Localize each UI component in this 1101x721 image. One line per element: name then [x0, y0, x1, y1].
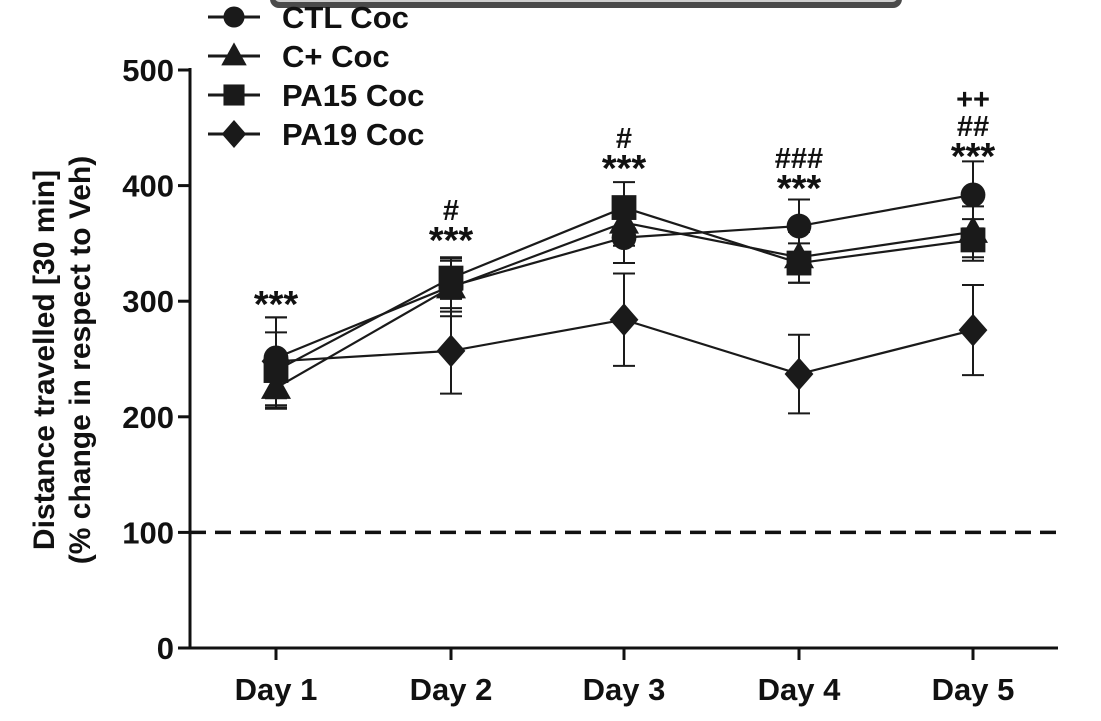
data-point	[609, 303, 639, 337]
annotation-text: #	[443, 195, 459, 227]
x-tick-label: Day 3	[583, 672, 666, 707]
annotation-text: ***	[777, 168, 822, 210]
data-point	[960, 227, 986, 253]
labels-layer: ***#***#*** ###***++##***	[254, 84, 996, 326]
y-tick-label: 200	[122, 400, 174, 435]
y-axis-title-line1: Distance travelled [30 min]	[28, 170, 61, 550]
legend-item-pa19-coc: PA19 Coc	[208, 117, 424, 152]
y-tick-label: 500	[122, 53, 174, 88]
data-point	[784, 357, 814, 391]
series-pa19-coc	[261, 272, 988, 415]
x-tick-label: Day 1	[235, 672, 318, 707]
window-edge-bar-inner	[274, 0, 898, 2]
axes-layer: 0 100 200 300 400 500 Day 1 Day 2 Day 3 Day 4 Day …	[28, 53, 1058, 707]
legend-marker	[223, 6, 245, 28]
legend-label: PA15 Coc	[282, 78, 424, 113]
annotation-text: ***	[951, 136, 996, 178]
legend-marker	[221, 120, 247, 148]
y-tick-label: 400	[122, 169, 174, 204]
legend-label: CTL Coc	[282, 0, 409, 35]
legend-item-pa15-coc: PA15 Coc	[208, 78, 424, 113]
y-axis-title: Distance travelled [30 min] (% change in …	[28, 156, 97, 564]
data-point	[960, 182, 986, 208]
data-point	[786, 250, 812, 276]
window-edge-bar	[270, 0, 902, 8]
x-tick-label: Day 4	[758, 672, 841, 707]
annotation-text: ++	[956, 84, 990, 116]
legend-item-c-coc: C+ Coc	[208, 39, 390, 74]
annotation-day-1: ***	[254, 284, 299, 326]
legend-item-ctl-coc: CTL Coc	[208, 0, 409, 35]
y-tick-label: 100	[122, 515, 174, 550]
data-point	[438, 265, 464, 291]
data-point	[611, 195, 637, 220]
annotation-text: ***	[602, 148, 647, 190]
x-tick-label: Day 2	[410, 672, 493, 707]
data-point	[958, 313, 988, 347]
legend-marker	[221, 42, 247, 66]
legend-marker	[223, 84, 245, 106]
legend-label: C+ Coc	[282, 39, 390, 74]
annotation-day-5: ++##***	[951, 84, 996, 178]
annotation-text: ##	[957, 111, 989, 143]
annotation-day-4: ###***	[775, 143, 823, 210]
series-layer	[261, 160, 988, 415]
annotation-day-2: #***	[429, 195, 474, 262]
legend: CTL Coc C+ Coc PA15 Coc PA19 Coc	[208, 0, 424, 152]
annotation-text: ***	[254, 284, 299, 326]
y-axis-title-line2: (% change in respect to Veh)	[64, 156, 97, 564]
data-point	[261, 344, 291, 378]
legend-label: PA19 Coc	[282, 117, 424, 152]
x-tick-label: Day 5	[932, 672, 1015, 707]
annotation-text: ***	[429, 220, 474, 262]
data-point	[436, 334, 466, 368]
y-tick-label: 300	[122, 284, 174, 319]
annotation-text: ###	[775, 143, 823, 175]
annotation-day-3: #***	[602, 123, 647, 190]
y-tick-label: 0	[157, 631, 174, 666]
annotation-text: #	[616, 123, 632, 155]
